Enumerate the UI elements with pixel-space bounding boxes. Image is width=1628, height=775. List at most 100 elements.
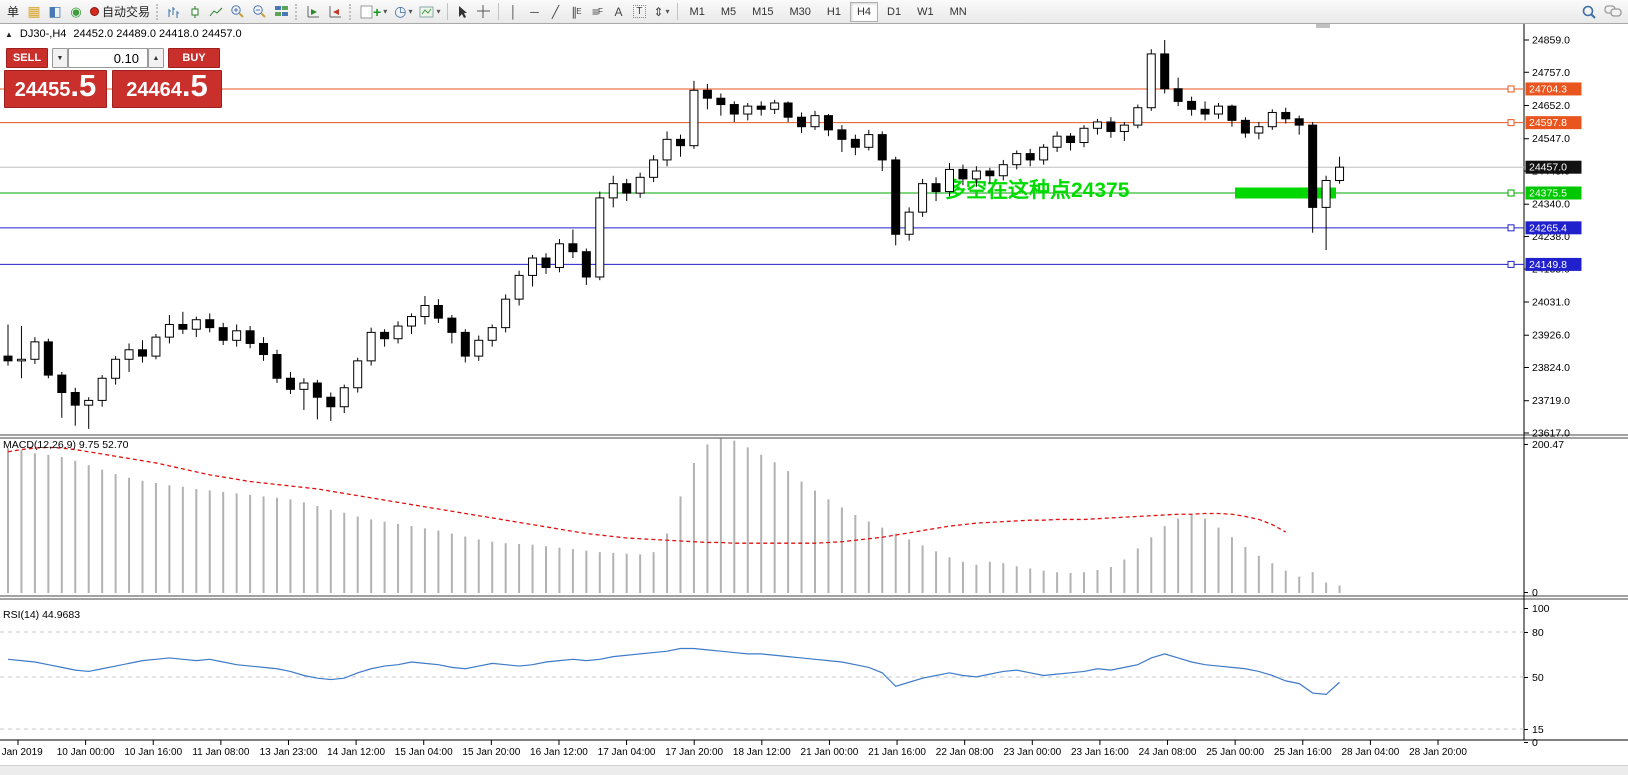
sell-button[interactable]: SELL	[6, 48, 48, 68]
time-tick-label: 23 Jan 16:00	[1071, 747, 1129, 758]
candle	[97, 377, 107, 401]
hline-handle[interactable]	[1507, 224, 1515, 232]
candle	[299, 382, 309, 390]
tile-windows-icon[interactable]	[271, 2, 292, 22]
buy-button[interactable]: BUY	[168, 48, 220, 68]
candle	[393, 325, 403, 340]
collapse-arrow-icon[interactable]: ▲	[5, 29, 13, 39]
candlestick-chart-button[interactable]	[185, 2, 205, 22]
volume-decrease-button[interactable]: ▼	[52, 48, 68, 68]
volume-input[interactable]	[68, 48, 148, 68]
signals-icon[interactable]: ◉	[70, 3, 82, 19]
time-tick-label: 11 Jan 08:00	[192, 747, 250, 758]
candle	[433, 304, 443, 319]
timeframe-m5[interactable]: M5	[720, 5, 737, 18]
volume-increase-button[interactable]: ▲	[148, 48, 164, 68]
candle	[649, 159, 659, 178]
zoom-out-icon[interactable]	[249, 2, 270, 22]
rsi-tick-label: 15	[1532, 724, 1544, 736]
timeframe-h4[interactable]: H4	[849, 1, 879, 22]
time-tick-label: 28 Jan 20:00	[1409, 747, 1467, 758]
timeframe-d1[interactable]: D1	[887, 5, 902, 18]
zoom-in-icon[interactable]	[227, 2, 248, 22]
candle	[554, 243, 564, 269]
candle	[57, 374, 67, 393]
candle	[285, 377, 295, 390]
timeframe-m1[interactable]: M1	[689, 5, 705, 18]
candle	[1267, 111, 1277, 128]
candle	[1254, 126, 1264, 134]
buy-price[interactable]: 24464.5	[112, 70, 222, 108]
candle	[1227, 105, 1237, 121]
clock-icon: ◷	[394, 3, 407, 19]
candle	[1173, 88, 1183, 102]
candle	[716, 97, 726, 106]
chart-shift-button[interactable]	[325, 2, 346, 22]
timeframe-mn[interactable]: MN	[949, 5, 967, 18]
crosshair-button[interactable]	[473, 2, 494, 22]
candle	[743, 105, 753, 115]
line-chart-button[interactable]	[206, 2, 226, 22]
vertical-line-button[interactable]: │	[509, 4, 518, 19]
navigator-icon[interactable]: ◧	[48, 3, 62, 19]
candle	[608, 183, 618, 199]
price-tick-label: 24859.0	[1532, 35, 1570, 47]
time-tick-label: 10 Jan 00:00	[57, 747, 115, 758]
fibonacci-button[interactable]: ≡ F	[592, 4, 603, 19]
candle	[958, 168, 968, 180]
candle	[971, 170, 981, 180]
hline-handle[interactable]	[1507, 260, 1515, 268]
trendline-button[interactable]: ╱	[551, 4, 560, 19]
price-tag	[1525, 221, 1582, 235]
bar-chart-button[interactable]	[164, 2, 184, 22]
candle	[474, 339, 484, 357]
indicators-button[interactable]: + ▾	[357, 2, 390, 22]
candle	[756, 105, 766, 110]
timeframe-h1[interactable]: H1	[826, 5, 841, 18]
hline-handle[interactable]	[1507, 85, 1515, 93]
chat-icon[interactable]	[1601, 2, 1625, 22]
candle	[3, 355, 13, 362]
equidistant-channel-button[interactable]: ∥ E	[571, 4, 582, 19]
toolbar-separator	[676, 3, 678, 20]
hline-handle[interactable]	[1507, 189, 1515, 197]
timeframe-w1[interactable]: W1	[917, 5, 934, 18]
chart-annotation-text[interactable]: 多空在这种点24375	[945, 178, 1130, 202]
timeframe-m15[interactable]: M15	[752, 5, 774, 18]
candle	[1092, 121, 1102, 129]
candle	[245, 330, 255, 344]
candle	[407, 316, 416, 327]
chart-window[interactable]: 多空在这种点24375 24859.0 24757.0 24652.0 24547.0 2…	[0, 24, 1628, 775]
candle	[770, 102, 780, 110]
horizontal-line-button[interactable]: ─	[530, 4, 539, 19]
arrows-button[interactable]: ⇕ ▾	[653, 4, 670, 19]
chart-scrollbar-thumb[interactable]	[1316, 24, 1330, 28]
toolbar-grip	[156, 3, 161, 20]
text-label-button[interactable]: T	[629, 2, 649, 22]
candle	[151, 336, 161, 357]
timeframe-m30[interactable]: M30	[789, 5, 811, 18]
templates-button[interactable]: ▾	[416, 2, 443, 22]
price-chart[interactable]: 多空在这种点24375 24859.0 24757.0 24652.0 24547.0 2…	[0, 24, 1628, 775]
text-button[interactable]: A	[614, 4, 623, 19]
new-order-button[interactable]: 单	[6, 5, 19, 19]
candle	[1052, 135, 1062, 148]
autotrade-button[interactable]: 自动交易	[87, 2, 153, 22]
sell-price[interactable]: 24455.5	[4, 70, 107, 108]
candle	[339, 387, 349, 408]
one-click-trading-panel: SELL ▼ ▲ BUY 24455.5 24464.5	[4, 46, 222, 108]
search-icon[interactable]	[1578, 2, 1600, 22]
candle	[16, 358, 26, 362]
candle	[43, 341, 53, 376]
market-watch-icon[interactable]: ▦	[27, 3, 41, 19]
auto-scroll-button[interactable]	[303, 2, 324, 22]
highlight-rectangle[interactable]	[1235, 187, 1336, 199]
time-tick-label: 15 Jan 04:00	[395, 747, 453, 758]
hline-handle[interactable]	[1507, 119, 1515, 127]
periods-button[interactable]: ◷ ▾	[391, 2, 415, 22]
time-tick-label: 24 Jan 08:00	[1139, 747, 1197, 758]
price-tick-label: 24340.0	[1532, 199, 1570, 211]
time-tick-label: 18 Jan 12:00	[733, 747, 791, 758]
rsi-line	[7, 647, 1340, 696]
cursor-button[interactable]	[452, 2, 472, 22]
